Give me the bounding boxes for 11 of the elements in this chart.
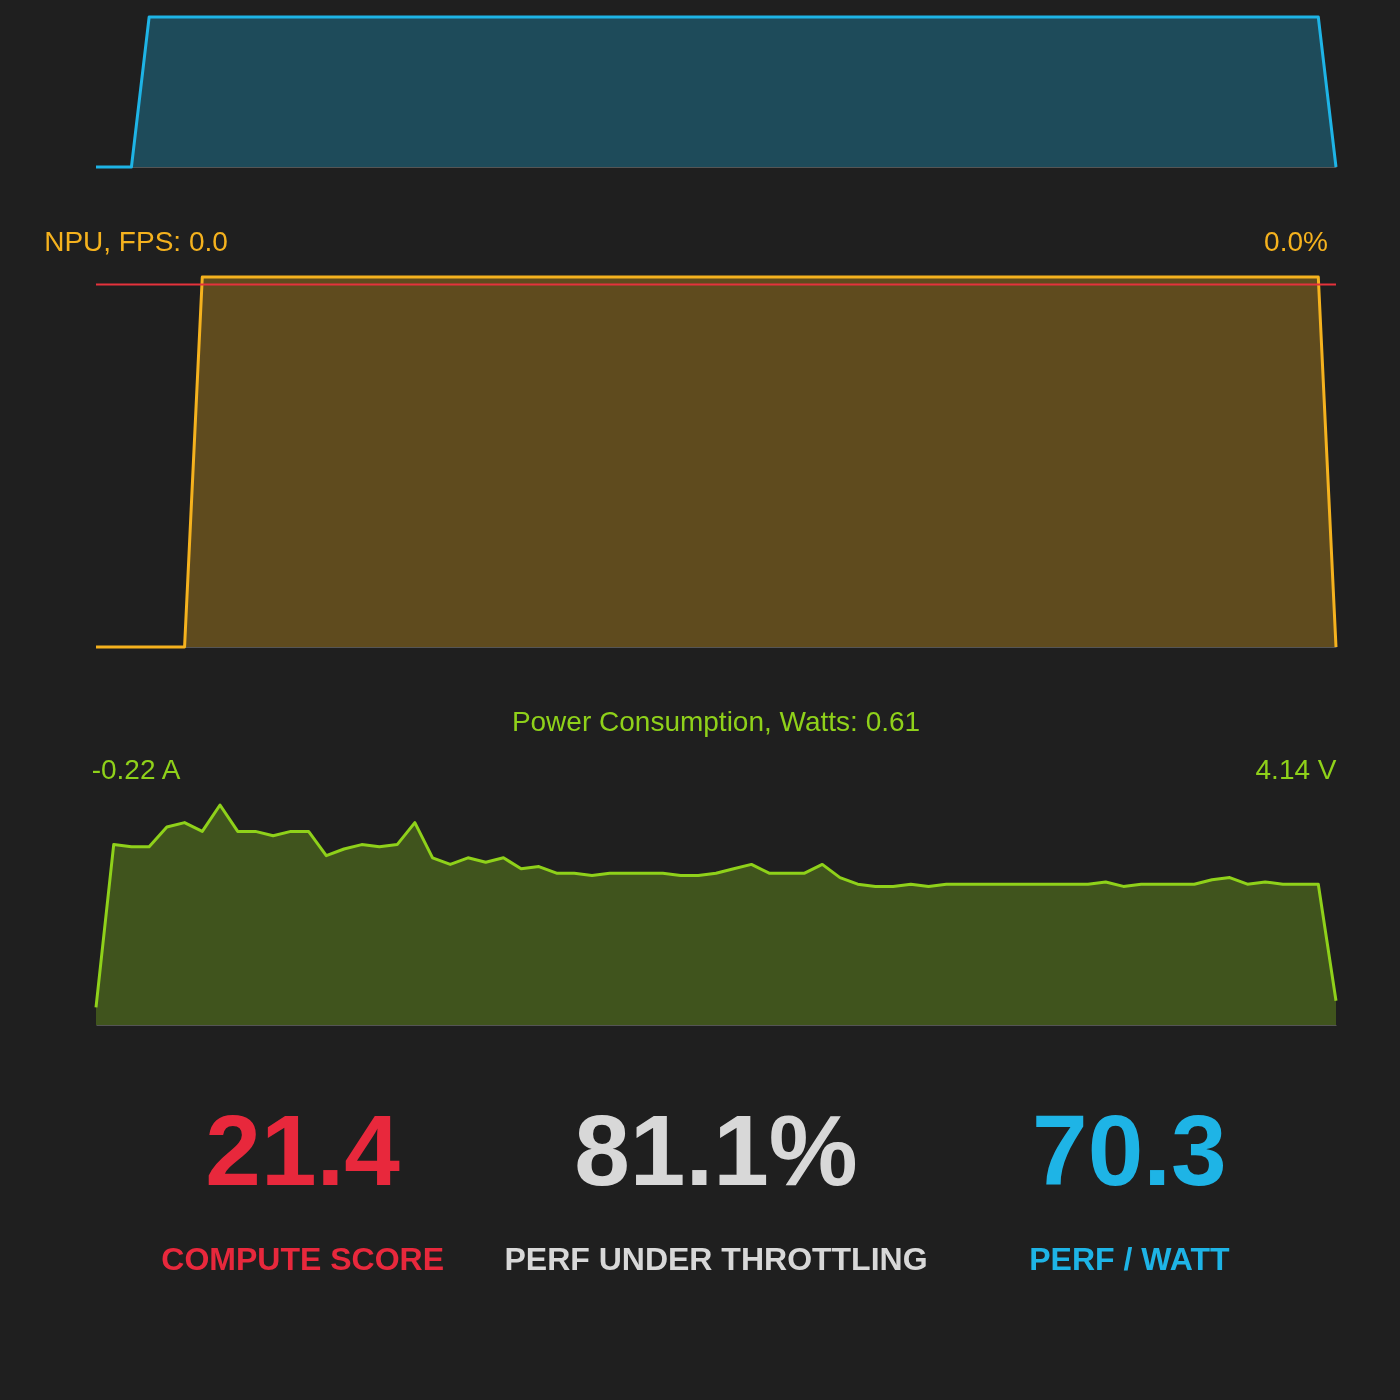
text: NPU, FPS: 0.0 [44,226,228,257]
text: PERF / WATT [1029,1241,1230,1277]
text: 70.3 [1032,1094,1227,1206]
text: 0.0% [1264,226,1328,257]
text: PERF UNDER THROTTLING [504,1241,928,1277]
text: COMPUTE SCORE [161,1241,445,1277]
text: 4.14 V [1255,754,1337,785]
text: -0.22 A [91,754,181,785]
text: 21.4 [205,1094,401,1206]
chart-title: Power Consumption, Watts: 0.61 [511,706,921,737]
text: 81.1% [574,1094,858,1206]
